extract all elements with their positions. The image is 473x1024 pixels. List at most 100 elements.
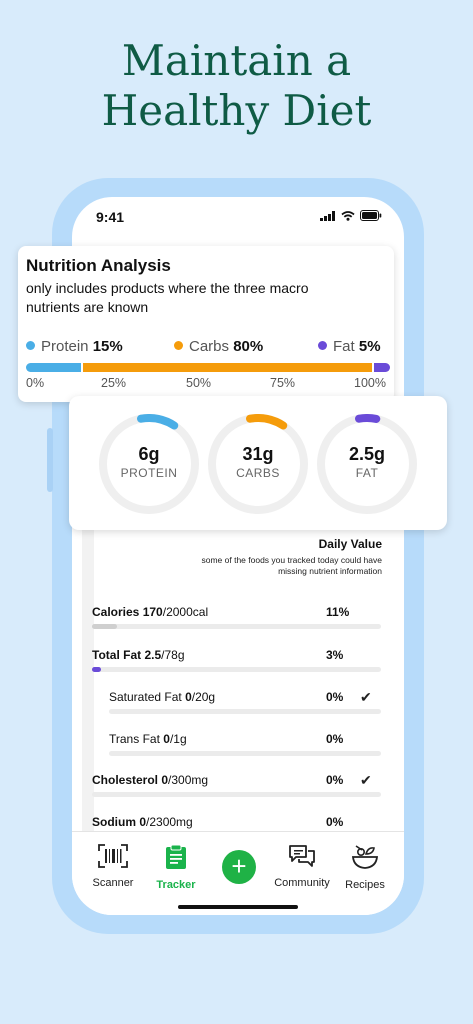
protein-dot (26, 341, 35, 350)
nutrient-label: Calories 170/2000cal (92, 605, 208, 619)
bowl-icon (352, 845, 378, 869)
carbs-label: CARBS (236, 466, 280, 480)
protein-amount: 6g (138, 444, 160, 464)
battery-icon (360, 210, 382, 221)
protein-label: PROTEIN (120, 466, 178, 480)
plus-icon: + (231, 851, 247, 881)
carbs-ring-graphic (208, 414, 308, 514)
nutrient-row: Cholesterol 0/300mg 0% ✔ (92, 772, 382, 803)
nutrient-amount: 0 (163, 732, 170, 746)
nutrient-amount: 0 (185, 690, 192, 704)
fat-segment (371, 363, 390, 372)
daily-value-note: some of the foods you tracked today coul… (201, 555, 382, 576)
ring-fat: 2.5g FAT (317, 414, 417, 514)
nutrient-percent: 0% (326, 773, 344, 787)
carbs-ring-arc (208, 414, 308, 514)
signal-icon (320, 210, 335, 221)
tab-scanner[interactable]: Scanner (80, 844, 146, 889)
headline-line1: Maintain a (121, 36, 352, 85)
tab-recipes[interactable]: Recipes (332, 844, 398, 891)
analysis-title: Nutrition Analysis (26, 256, 171, 275)
barcode-icon (98, 844, 128, 868)
macro-stacked-bar (26, 363, 390, 372)
tab-recipes-label: Recipes (345, 879, 385, 891)
carbs-amount: 31g (242, 444, 274, 464)
protein-segment (26, 363, 81, 372)
legend-protein: Protein 15% (26, 338, 123, 355)
nutrient-progress-track (92, 624, 381, 629)
nutrient-limit: /20g (191, 690, 216, 704)
carbs-dot (174, 341, 183, 350)
axis-tick: 75% (270, 376, 296, 390)
nutrient-limit: /300mg (168, 773, 209, 787)
analysis-subtitle: only includes products where the three m… (26, 280, 309, 315)
legend-fat-name: Fat (333, 338, 355, 355)
axis-tick: 100% (354, 376, 386, 390)
fat-amount: 2.5g (348, 444, 386, 464)
nutrient-name: Saturated Fat (109, 690, 182, 704)
tab-tracker[interactable]: Tracker (143, 844, 209, 891)
nutrient-name: Total Fat (92, 648, 142, 662)
nutrient-percent: 3% (326, 648, 344, 662)
axis-tick: 25% (101, 376, 127, 390)
nutrient-row: Calories 170/2000cal 11% (92, 605, 382, 635)
protein-ring-graphic (99, 414, 199, 514)
legend-protein-value: 15% (92, 338, 123, 355)
nutrient-limit: /1g (169, 732, 187, 746)
add-button[interactable]: + (222, 850, 256, 884)
nutrient-label: Sodium 0/2300mg (92, 815, 193, 829)
nutrient-percent: 0% (326, 732, 344, 746)
tab-bar: Scanner Tracker + Community (72, 831, 404, 915)
nutrient-name: Cholesterol (92, 773, 159, 787)
legend-carbs: Carbs 80% (174, 338, 263, 355)
nutrient-amount: 0 (161, 773, 169, 787)
nutrient-limit: /78g (161, 648, 185, 662)
axis-tick: 50% (186, 376, 212, 390)
legend-carbs-value: 80% (233, 338, 264, 355)
legend-carbs-name: Carbs (189, 338, 230, 355)
nutrient-label: Cholesterol 0/300mg (92, 773, 208, 787)
nutrient-progress-fill (92, 667, 101, 672)
checkmark-icon: ✔ (360, 689, 372, 705)
nutrient-label: Total Fat 2.5/78g (92, 648, 185, 662)
nutrient-limit: /2000cal (162, 605, 209, 619)
fat-dot (318, 341, 327, 350)
headline-line2: Healthy Diet (101, 86, 372, 135)
daily-value-title: Daily Value (318, 537, 382, 551)
nutrient-label: Saturated Fat 0/20g (109, 690, 215, 704)
nutrient-progress-track (92, 667, 381, 672)
legend-fat: Fat 5% (318, 338, 381, 355)
axis-tick: 0% (26, 376, 45, 390)
fat-label: FAT (355, 466, 379, 480)
legend-protein-name: Protein (41, 338, 89, 355)
checkmark-icon: ✔ (360, 772, 372, 788)
nutrient-name: Trans Fat (109, 732, 160, 746)
nutrient-amount: 170 (142, 605, 163, 619)
nutrient-limit: /2300mg (146, 815, 193, 829)
nutrient-percent: 0% (326, 690, 344, 704)
tab-community[interactable]: Community (269, 844, 335, 889)
macro-rings-card: 6g PROTEIN 31g CARBS 2.5g FAT (69, 396, 447, 530)
home-indicator (178, 905, 298, 909)
nutrient-label: Trans Fat 0/1g (109, 732, 187, 746)
headline: Maintain a Healthy Diet (0, 36, 473, 136)
nutrient-name: Sodium (92, 815, 136, 829)
protein-ring-arc (99, 414, 199, 514)
nutrient-percent: 0% (326, 815, 344, 829)
nutrient-progress-fill (92, 624, 117, 629)
wifi-icon (341, 210, 355, 221)
status-bar: 9:41 (72, 197, 404, 237)
nutrient-amount: 0 (139, 815, 147, 829)
nutrient-amount: 2.5 (144, 648, 162, 662)
nutrient-progress-track (109, 709, 381, 714)
carbs-segment (80, 363, 372, 372)
nutrient-row: Saturated Fat 0/20g 0% ✔ (92, 689, 382, 720)
ring-carbs: 31g CARBS (208, 414, 308, 514)
nutrient-row: Total Fat 2.5/78g 3% (92, 648, 382, 678)
ring-protein: 6g PROTEIN (99, 414, 199, 514)
fat-ring-arc (317, 414, 417, 514)
nutrition-analysis-card: Nutrition Analysis only includes product… (18, 246, 394, 402)
nutrient-row: Trans Fat 0/1g 0% (92, 732, 382, 762)
nutrient-progress-track (92, 792, 381, 797)
nutrient-progress-track (109, 751, 381, 756)
